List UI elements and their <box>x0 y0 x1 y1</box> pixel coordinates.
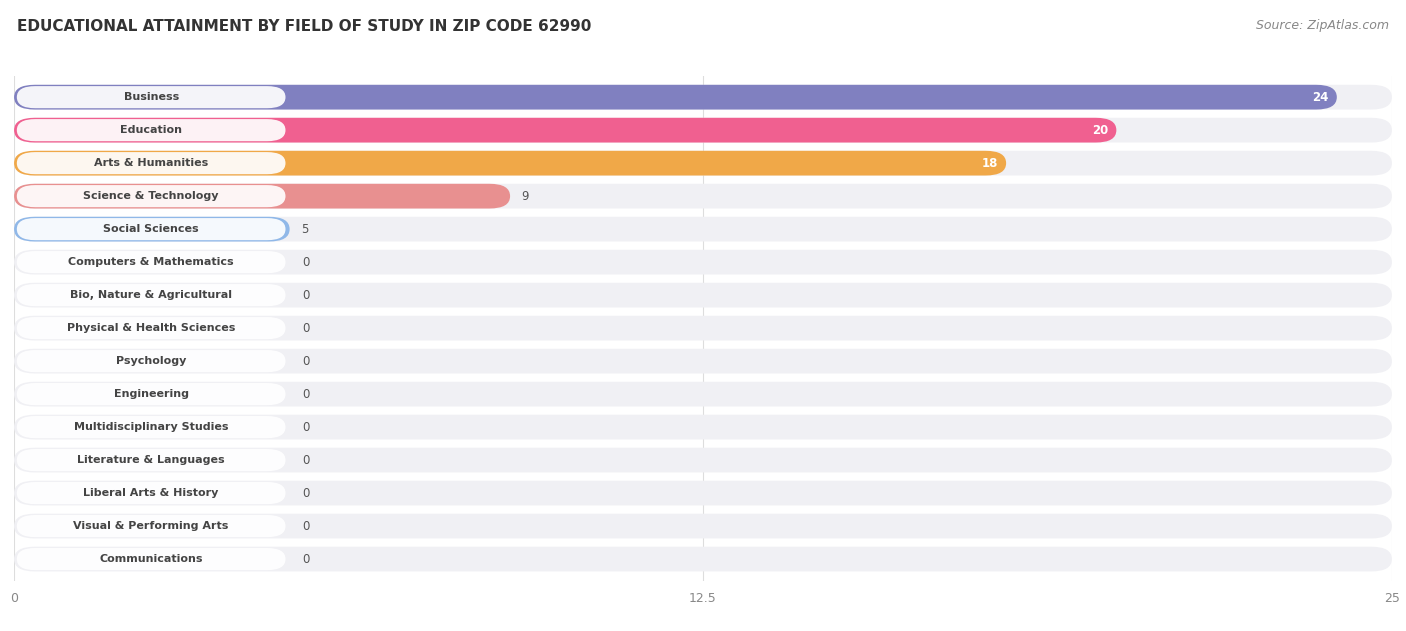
FancyBboxPatch shape <box>17 548 285 570</box>
FancyBboxPatch shape <box>14 118 1392 143</box>
FancyBboxPatch shape <box>17 185 285 207</box>
Text: Education: Education <box>120 125 183 135</box>
FancyBboxPatch shape <box>17 218 285 240</box>
FancyBboxPatch shape <box>17 119 285 141</box>
FancyBboxPatch shape <box>17 416 285 438</box>
FancyBboxPatch shape <box>14 184 510 208</box>
Text: Business: Business <box>124 92 179 102</box>
FancyBboxPatch shape <box>14 250 1392 274</box>
Text: 5: 5 <box>301 223 308 235</box>
Text: Visual & Performing Arts: Visual & Performing Arts <box>73 521 229 531</box>
Text: Psychology: Psychology <box>115 356 187 366</box>
FancyBboxPatch shape <box>17 317 285 339</box>
FancyBboxPatch shape <box>14 448 1392 473</box>
Text: 0: 0 <box>302 355 309 368</box>
FancyBboxPatch shape <box>17 482 285 504</box>
Text: 0: 0 <box>302 553 309 565</box>
FancyBboxPatch shape <box>14 349 1392 374</box>
Text: Communications: Communications <box>100 554 202 564</box>
Text: Science & Technology: Science & Technology <box>83 191 219 201</box>
FancyBboxPatch shape <box>14 85 1337 110</box>
Text: 0: 0 <box>302 288 309 302</box>
Text: 0: 0 <box>302 322 309 334</box>
FancyBboxPatch shape <box>14 481 1392 505</box>
FancyBboxPatch shape <box>14 217 290 242</box>
FancyBboxPatch shape <box>17 449 285 471</box>
Text: 0: 0 <box>302 519 309 533</box>
Text: Bio, Nature & Agricultural: Bio, Nature & Agricultural <box>70 290 232 300</box>
FancyBboxPatch shape <box>17 350 285 372</box>
Text: 18: 18 <box>981 156 998 170</box>
FancyBboxPatch shape <box>17 86 285 109</box>
FancyBboxPatch shape <box>14 184 1392 208</box>
Text: 0: 0 <box>302 387 309 401</box>
Text: 0: 0 <box>302 256 309 269</box>
Text: Multidisciplinary Studies: Multidisciplinary Studies <box>75 422 228 432</box>
FancyBboxPatch shape <box>14 415 1392 439</box>
FancyBboxPatch shape <box>17 152 285 174</box>
FancyBboxPatch shape <box>17 251 285 273</box>
FancyBboxPatch shape <box>14 546 1392 572</box>
FancyBboxPatch shape <box>14 217 1392 242</box>
Text: 24: 24 <box>1312 91 1329 103</box>
Text: Liberal Arts & History: Liberal Arts & History <box>83 488 219 498</box>
FancyBboxPatch shape <box>14 514 1392 538</box>
Text: EDUCATIONAL ATTAINMENT BY FIELD OF STUDY IN ZIP CODE 62990: EDUCATIONAL ATTAINMENT BY FIELD OF STUDY… <box>17 19 592 34</box>
Text: 9: 9 <box>522 190 529 203</box>
Text: Social Sciences: Social Sciences <box>104 224 200 234</box>
Text: Arts & Humanities: Arts & Humanities <box>94 158 208 168</box>
Text: 0: 0 <box>302 421 309 433</box>
FancyBboxPatch shape <box>17 515 285 537</box>
FancyBboxPatch shape <box>14 151 1007 175</box>
Text: Physical & Health Sciences: Physical & Health Sciences <box>67 323 235 333</box>
Text: Computers & Mathematics: Computers & Mathematics <box>69 257 233 267</box>
Text: 0: 0 <box>302 487 309 500</box>
FancyBboxPatch shape <box>14 151 1392 175</box>
FancyBboxPatch shape <box>17 284 285 306</box>
FancyBboxPatch shape <box>17 383 285 405</box>
Text: 0: 0 <box>302 454 309 466</box>
Text: Engineering: Engineering <box>114 389 188 399</box>
FancyBboxPatch shape <box>14 283 1392 307</box>
Text: 20: 20 <box>1092 124 1108 137</box>
FancyBboxPatch shape <box>14 85 1392 110</box>
FancyBboxPatch shape <box>14 118 1116 143</box>
FancyBboxPatch shape <box>14 382 1392 406</box>
FancyBboxPatch shape <box>14 316 1392 341</box>
Text: Source: ZipAtlas.com: Source: ZipAtlas.com <box>1256 19 1389 32</box>
Text: Literature & Languages: Literature & Languages <box>77 455 225 465</box>
